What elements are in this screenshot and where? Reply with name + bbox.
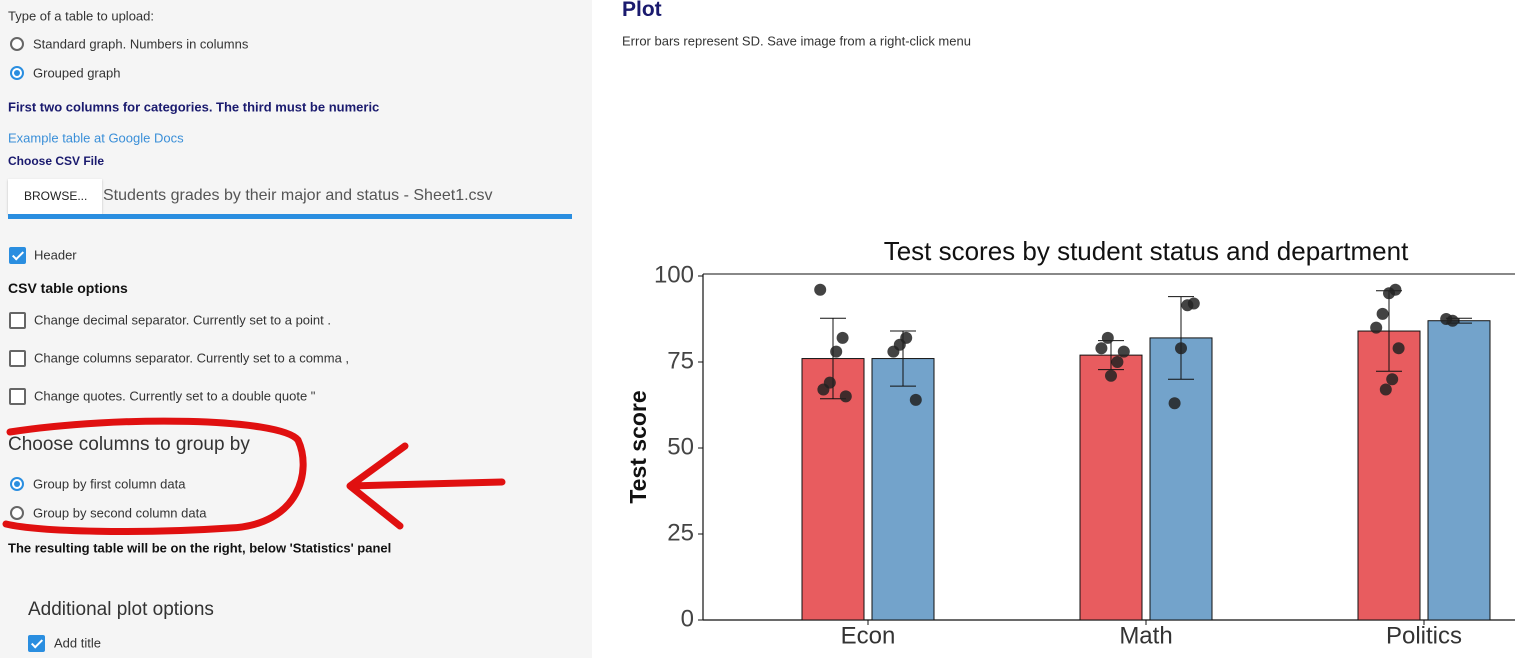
- data-point: [1376, 307, 1389, 320]
- y-tick-label: 0: [681, 605, 694, 632]
- data-point: [1168, 397, 1181, 410]
- data-point: [830, 345, 843, 358]
- button-label[interactable]: BROWSE...: [24, 189, 88, 203]
- options-panel: Type of a table to upload: Standard grap…: [0, 0, 592, 658]
- progress-bar: [8, 214, 572, 219]
- data-point: [839, 390, 852, 403]
- checkbox-label[interactable]: Header: [34, 247, 77, 263]
- radio-label[interactable]: Group by second column data: [33, 505, 207, 521]
- checkbox-label[interactable]: Change decimal separator. Currently set …: [34, 312, 331, 328]
- checkbox[interactable]: [9, 350, 26, 367]
- data-point: [1111, 356, 1124, 368]
- data-point: [1117, 345, 1130, 358]
- y-tick-label: 50: [667, 433, 694, 460]
- note: The resulting table will be on the right…: [8, 540, 392, 556]
- data-point: [1440, 313, 1453, 325]
- section-title: Additional plot options: [28, 599, 214, 620]
- browse-button[interactable]: [8, 179, 102, 214]
- checkbox[interactable]: [9, 388, 26, 405]
- label: Type of a table to upload:: [8, 8, 154, 24]
- y-axis-label: Test score: [625, 390, 651, 503]
- plot-subtitle: Error bars represent SD. Save image from…: [622, 33, 971, 49]
- data-point: [909, 393, 922, 406]
- x-tick-label: Politics: [1386, 622, 1462, 649]
- bar: [1079, 354, 1143, 621]
- data-point: [1370, 321, 1383, 334]
- x-tick-label: Math: [1119, 622, 1172, 649]
- highlight-circle: [2, 417, 307, 535]
- data-point: [1379, 383, 1392, 396]
- y-tick-label: 25: [667, 519, 694, 546]
- radio[interactable]: [10, 506, 24, 520]
- bar: [1427, 320, 1491, 621]
- bar: [1149, 337, 1213, 621]
- radio-label[interactable]: Standard graph. Numbers in columns: [33, 36, 249, 52]
- data-point: [836, 331, 849, 344]
- plot-title: Plot: [622, 0, 662, 21]
- label: Choose CSV File: [8, 154, 105, 168]
- annotation-overlay: [2, 417, 506, 535]
- data-point: [1175, 342, 1187, 355]
- file-name: Students grades by their major and statu…: [103, 187, 493, 204]
- data-point: [1392, 342, 1405, 355]
- bar: [871, 358, 935, 621]
- highlight-arrow: [346, 442, 506, 530]
- bar: [801, 358, 865, 621]
- checkbox[interactable]: [9, 247, 26, 264]
- radio[interactable]: [10, 477, 24, 491]
- data-point: [817, 383, 830, 396]
- checkbox[interactable]: [9, 312, 26, 329]
- data-point: [1105, 369, 1117, 382]
- checkbox-label[interactable]: Change columns separator. Currently set …: [34, 350, 350, 366]
- section-title: CSV table options: [8, 280, 128, 296]
- section-title: Choose columns to group by: [8, 434, 250, 455]
- y-tick-label: 75: [667, 347, 694, 374]
- note: First two columns for categories. The th…: [8, 99, 380, 115]
- y-tick-label: 100: [654, 261, 694, 288]
- data-point: [1386, 373, 1399, 386]
- checkbox[interactable]: [28, 635, 45, 652]
- x-tick-label: Econ: [841, 622, 896, 649]
- data-point: [1383, 287, 1395, 300]
- data-point: [1095, 342, 1108, 355]
- data-point: [814, 283, 827, 296]
- chart-title: Test scores by student status and depart…: [884, 236, 1409, 266]
- chart: Test scores by student status and depart…: [625, 236, 1515, 649]
- link[interactable]: Example table at Google Docs: [8, 130, 184, 146]
- radio-label[interactable]: Grouped graph: [33, 65, 121, 81]
- checkbox-label[interactable]: Change quotes. Currently set to a double…: [34, 388, 316, 404]
- radio-label[interactable]: Group by first column data: [33, 476, 186, 492]
- data-point: [887, 345, 900, 358]
- data-point: [1101, 331, 1114, 344]
- radio[interactable]: [10, 37, 24, 51]
- radio[interactable]: [10, 66, 24, 80]
- checkbox-label[interactable]: Add title: [54, 635, 101, 651]
- data-point: [1181, 299, 1194, 312]
